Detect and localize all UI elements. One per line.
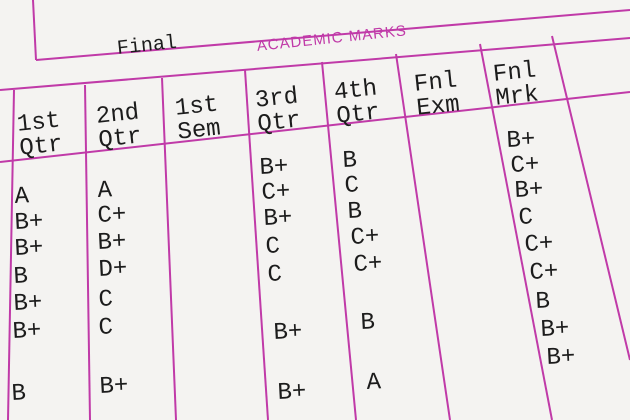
grade-cell: B — [10, 380, 27, 408]
grade-cell: B+ — [545, 343, 577, 372]
grade-cell: A — [13, 183, 30, 211]
grade-cell: B — [12, 263, 29, 291]
grade-cell: C — [266, 261, 283, 289]
grade-cell: C+ — [352, 250, 384, 279]
grade-cell: C+ — [528, 258, 560, 287]
column-header-1st-sem: 1st Sem — [173, 91, 223, 147]
grade-cell: B+ — [262, 204, 294, 233]
grade-cell: B+ — [276, 378, 308, 407]
grade-cell: A — [365, 369, 382, 397]
grade-cell: D+ — [97, 255, 129, 284]
grade-cell: A — [96, 177, 113, 205]
grade-cell: C — [97, 314, 114, 342]
grade-cell: C+ — [509, 151, 541, 180]
grade-cell: B+ — [13, 208, 45, 237]
column-header-fnl-mrk: Fnl Mrk — [491, 57, 541, 113]
grade-cell: C — [264, 233, 281, 261]
grade-cell: B+ — [513, 176, 545, 205]
grade-cell: B+ — [539, 315, 571, 344]
column-header-1st-qtr: 1st Qtr — [15, 107, 65, 163]
grade-cell: B+ — [98, 372, 130, 401]
grade-cell: B+ — [11, 317, 43, 346]
grade-cell: C+ — [349, 223, 381, 252]
column-header-fnl-exm: Fnl Exm — [412, 67, 462, 123]
grade-cell: C — [517, 204, 534, 232]
column-header-3rd-qtr: 3rd Qtr — [253, 83, 303, 139]
column-header-4th-qtr: 4th Qtr — [332, 75, 382, 131]
grade-cell: B — [534, 288, 551, 316]
grade-cell: C — [343, 172, 360, 200]
grade-cell: B+ — [272, 318, 304, 347]
grade-cell: B — [346, 198, 363, 226]
grade-cell: C — [97, 286, 114, 314]
column-header-2nd-qtr: 2nd Qtr — [94, 99, 144, 155]
grade-cell: B+ — [96, 228, 128, 257]
grade-cell: C+ — [96, 201, 128, 230]
grade-cell: B — [359, 309, 376, 337]
grade-cell: B+ — [258, 153, 290, 182]
grade-cell: B+ — [13, 234, 45, 263]
grade-cell: B+ — [12, 289, 44, 318]
grade-cell: C+ — [523, 230, 555, 259]
grade-cell: B+ — [505, 126, 537, 155]
grade-cell: B — [341, 147, 358, 175]
grade-cell: C+ — [260, 178, 292, 207]
